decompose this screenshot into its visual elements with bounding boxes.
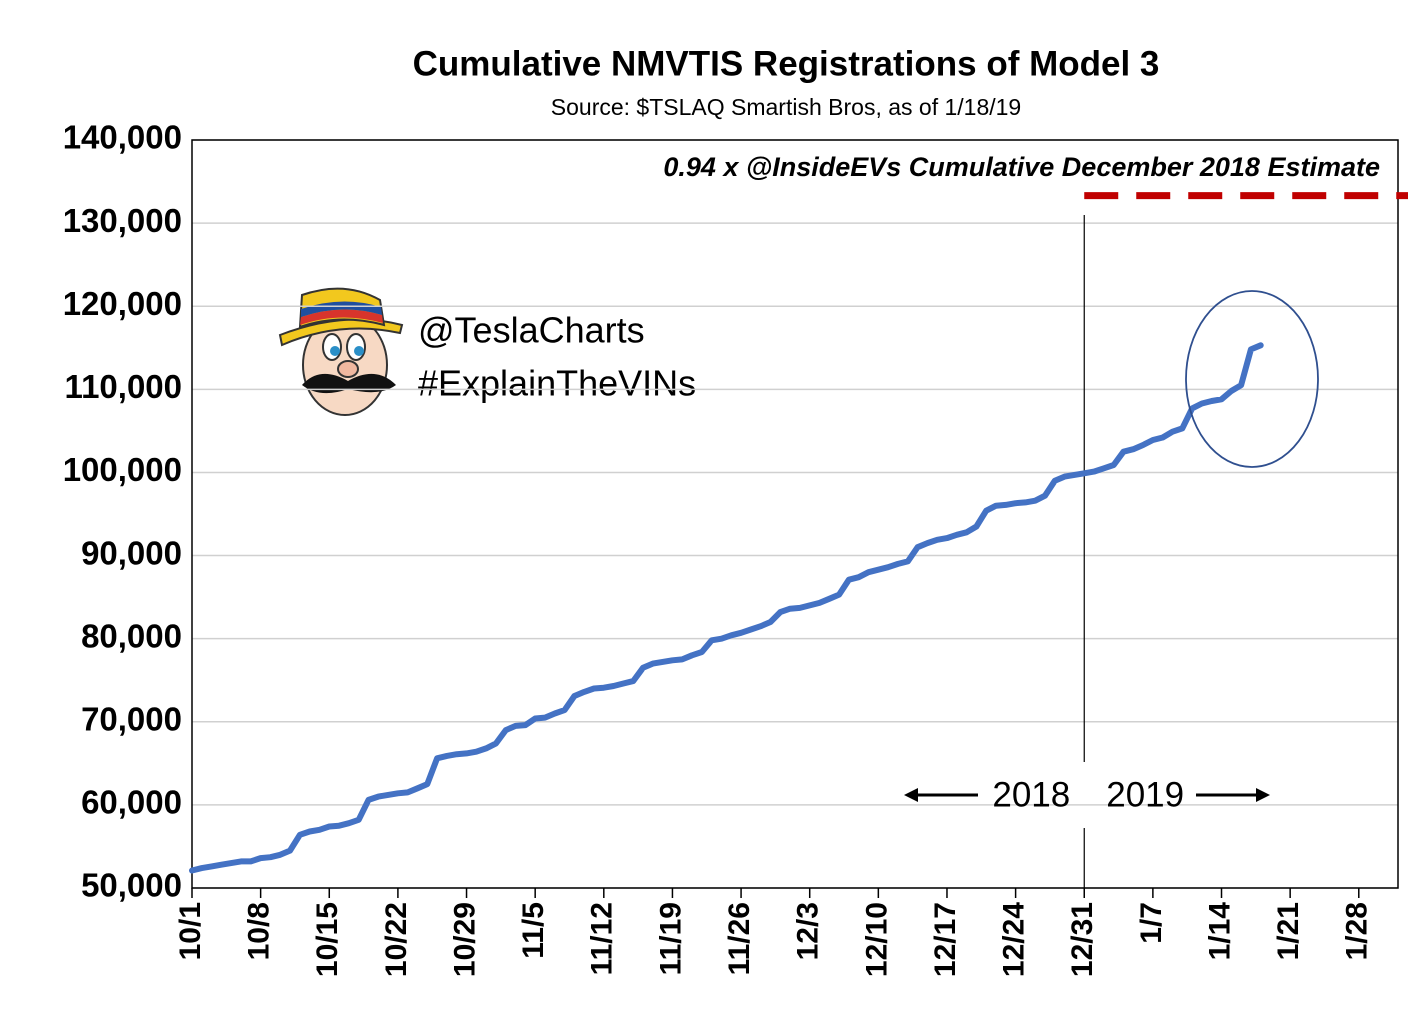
y-tick-label: 80,000 — [81, 617, 182, 654]
y-tick-label: 140,000 — [63, 119, 182, 156]
x-tick-label: 11/26 — [723, 902, 756, 975]
y-tick-label: 120,000 — [63, 285, 182, 322]
arrow-right-head — [1256, 788, 1270, 802]
year-label-left: 2018 — [992, 775, 1070, 814]
y-tick-label: 90,000 — [81, 534, 182, 571]
x-tick-label: 12/17 — [929, 902, 962, 977]
y-tick-label: 70,000 — [81, 700, 182, 737]
y-tick-label: 50,000 — [81, 867, 182, 904]
x-tick-label: 11/12 — [586, 902, 619, 975]
x-tick-label: 12/10 — [860, 902, 893, 977]
x-tick-label: 10/15 — [311, 902, 344, 977]
x-tick-label: 10/8 — [243, 902, 276, 960]
x-tick-label: 1/14 — [1203, 902, 1236, 961]
y-tick-label: 60,000 — [81, 784, 182, 821]
x-tick-label: 12/31 — [1066, 902, 1099, 977]
x-tick-label: 10/22 — [380, 902, 413, 977]
highlight-ellipse — [1185, 290, 1319, 468]
hashtag-annotation: #ExplainTheVINs — [418, 363, 696, 404]
plot-frame — [191, 139, 1399, 889]
x-tick-label: 10/29 — [448, 902, 481, 977]
x-tick-label: 12/3 — [792, 902, 825, 960]
x-tick-label: 12/24 — [998, 902, 1031, 977]
x-tick-label: 1/28 — [1341, 902, 1374, 960]
reference-label: 0.94 x @InsideEVs Cumulative December 20… — [663, 152, 1380, 182]
arrow-left-head — [904, 788, 918, 802]
mascot — [278, 287, 404, 416]
x-tick-label: 11/5 — [517, 902, 550, 959]
x-tick-label: 10/1 — [174, 902, 207, 960]
chart-subtitle: Source: $TSLAQ Smartish Bros, as of 1/18… — [551, 94, 1021, 120]
x-tick-label: 1/21 — [1272, 902, 1305, 960]
chart-title: Cumulative NMVTIS Registrations of Model… — [413, 44, 1160, 83]
x-tick-label: 11/19 — [654, 902, 687, 975]
year-label-right: 2019 — [1106, 775, 1184, 814]
y-tick-label: 130,000 — [63, 202, 182, 239]
data-line — [189, 342, 1264, 874]
y-tick-label: 110,000 — [65, 368, 182, 405]
handle-annotation: @TeslaCharts — [418, 310, 645, 351]
x-tick-label: 1/7 — [1135, 902, 1168, 944]
y-tick-label: 100,000 — [63, 451, 182, 488]
